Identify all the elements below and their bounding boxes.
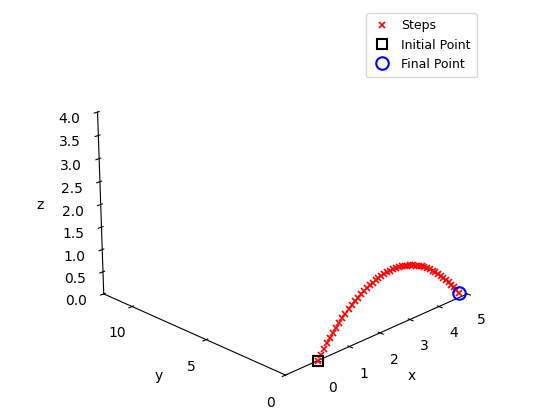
Legend: Steps, Initial Point, Final Point: Steps, Initial Point, Final Point bbox=[366, 13, 477, 77]
Y-axis label: y: y bbox=[155, 369, 163, 383]
X-axis label: x: x bbox=[408, 369, 416, 383]
